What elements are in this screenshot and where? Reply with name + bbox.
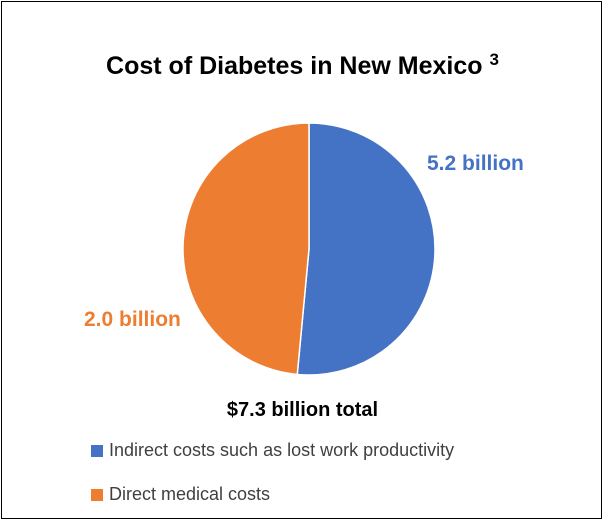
chart-title-text: Cost of Diabetes in New Mexico — [106, 52, 483, 80]
legend-swatch-indirect — [91, 444, 103, 457]
legend-label-direct: Direct medical costs — [109, 484, 271, 504]
pie-slice-indirect — [296, 122, 436, 376]
total-annotation: $7.3 billion total — [226, 399, 379, 421]
chart-title-superscript: 3 — [489, 50, 499, 69]
legend-item-direct: Direct medical costs — [91, 484, 270, 505]
chart-title: Cost of Diabetes in New Mexico 3 — [0, 50, 605, 81]
pie-slice-direct — [182, 122, 310, 376]
data-label-indirect: 5.2 billion — [427, 152, 524, 175]
legend-swatch-direct — [91, 488, 103, 501]
data-label-direct: 2.0 billion — [84, 308, 181, 331]
legend-item-indirect: Indirect costs such as lost work product… — [91, 440, 454, 461]
legend-label-indirect: Indirect costs such as lost work product… — [109, 440, 455, 460]
